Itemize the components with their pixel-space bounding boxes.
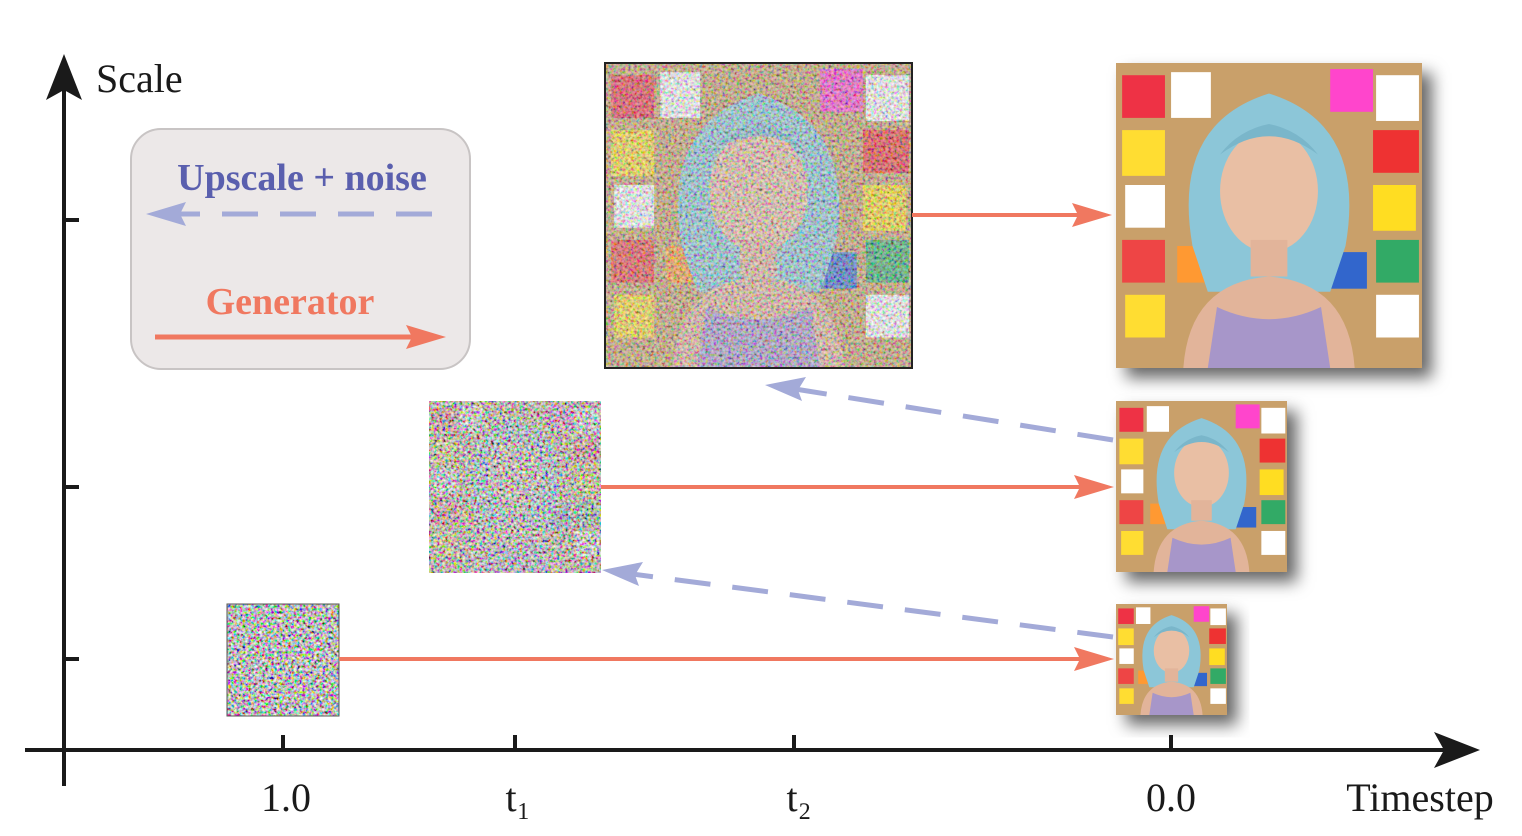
legend-generator: Generator <box>206 281 375 323</box>
x-label: Timestep <box>1346 775 1493 820</box>
x-tick-label: t₁ <box>505 775 530 820</box>
noisy-small <box>226 603 340 717</box>
legend-box <box>130 128 471 370</box>
generator-arrows <box>339 203 1114 671</box>
y-label: Scale <box>96 56 183 101</box>
y-ticks <box>64 218 79 661</box>
output-small <box>1116 604 1227 715</box>
x-tick-label: 1.0 <box>261 775 311 820</box>
noisy-large <box>604 62 913 369</box>
legend-dash-head <box>146 202 186 226</box>
output-medium <box>1116 401 1287 572</box>
legend-upscale: Upscale + noise <box>177 157 427 199</box>
x-tick-label: t₂ <box>786 775 811 820</box>
x-arrow <box>1434 732 1480 768</box>
x-ticks <box>281 735 1173 750</box>
upscale-arrows <box>602 377 1114 640</box>
x-tick-label: 0.0 <box>1146 775 1196 820</box>
output-large <box>1116 63 1422 368</box>
y-arrow <box>46 54 82 100</box>
noisy-medium <box>429 401 601 573</box>
legend-solid-head <box>406 325 446 349</box>
